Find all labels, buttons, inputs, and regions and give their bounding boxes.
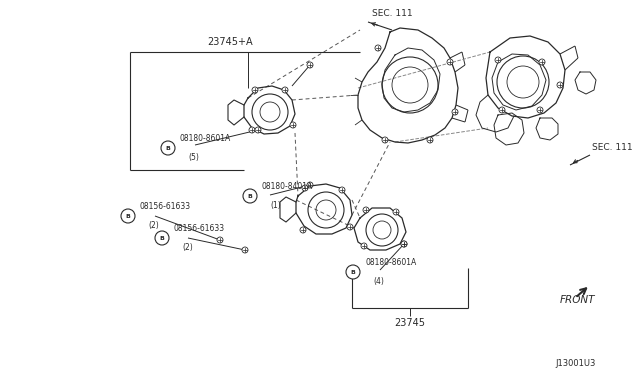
Text: J13001U3: J13001U3 (556, 359, 596, 368)
Text: 08180-8601A: 08180-8601A (365, 258, 416, 267)
Text: B: B (351, 269, 355, 275)
Text: 23745+A: 23745+A (207, 37, 253, 47)
Circle shape (452, 109, 458, 115)
Text: FRONT: FRONT (560, 295, 595, 305)
Circle shape (161, 141, 175, 155)
Text: 08180-8401A: 08180-8401A (262, 182, 313, 191)
Circle shape (307, 182, 313, 188)
Circle shape (447, 59, 453, 65)
Circle shape (243, 189, 257, 203)
Circle shape (361, 243, 367, 249)
Text: (2): (2) (148, 221, 159, 230)
Circle shape (537, 107, 543, 113)
Circle shape (302, 185, 308, 191)
Circle shape (495, 57, 501, 63)
Circle shape (499, 107, 505, 113)
Text: 08180-8601A: 08180-8601A (180, 134, 231, 143)
Circle shape (290, 122, 296, 128)
Circle shape (300, 227, 306, 233)
Circle shape (121, 209, 135, 223)
Text: B: B (166, 145, 170, 151)
Circle shape (242, 247, 248, 253)
Text: SEC. 111: SEC. 111 (592, 143, 632, 152)
Circle shape (346, 265, 360, 279)
Text: B: B (248, 193, 252, 199)
Circle shape (401, 241, 407, 247)
Circle shape (217, 237, 223, 243)
Text: SEC. 111: SEC. 111 (372, 9, 413, 18)
Text: (4): (4) (373, 277, 384, 286)
Circle shape (427, 137, 433, 143)
Circle shape (539, 59, 545, 65)
Text: B: B (159, 235, 164, 241)
Text: 23745: 23745 (394, 318, 426, 328)
Circle shape (557, 82, 563, 88)
Circle shape (249, 127, 255, 133)
Circle shape (252, 87, 258, 93)
Circle shape (282, 87, 288, 93)
Circle shape (347, 224, 353, 230)
Circle shape (382, 137, 388, 143)
Text: 08156-61633: 08156-61633 (174, 224, 225, 233)
Circle shape (363, 207, 369, 213)
Text: B: B (125, 214, 131, 218)
Circle shape (307, 62, 313, 68)
Text: (5): (5) (188, 153, 199, 162)
Circle shape (339, 187, 345, 193)
Circle shape (393, 209, 399, 215)
Circle shape (401, 241, 407, 247)
Text: (2): (2) (182, 243, 193, 252)
Circle shape (255, 127, 261, 133)
Circle shape (375, 45, 381, 51)
Text: (1): (1) (270, 201, 281, 210)
Text: 08156-61633: 08156-61633 (140, 202, 191, 211)
Circle shape (155, 231, 169, 245)
